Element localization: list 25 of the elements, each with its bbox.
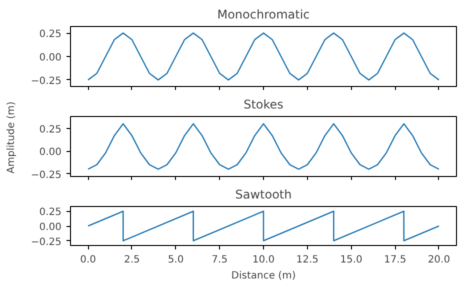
chart-title: Stokes — [244, 98, 284, 112]
x-tick-label: 7.5 — [212, 254, 228, 266]
y-tick-label: 0.25 — [39, 124, 62, 136]
y-tick-label: 0.25 — [39, 29, 62, 40]
y-tick-label: −0.25 — [30, 170, 62, 181]
x-tick-label: 5.0 — [168, 254, 184, 266]
x-tick-label: 15.0 — [340, 254, 362, 266]
y-tick-label: 0.00 — [39, 222, 62, 233]
line-series — [87, 32, 440, 81]
x-tick-label: 12.5 — [296, 254, 318, 266]
y-tick-label: 0.00 — [39, 147, 62, 158]
y-tick-label: 0.00 — [39, 52, 62, 64]
y-tick-label: 0.25 — [39, 207, 62, 218]
y-tick-label: −0.25 — [30, 236, 62, 248]
chart-title: Sawtooth — [235, 188, 292, 202]
line-series — [87, 123, 440, 170]
x-tick-label: 10.0 — [252, 254, 275, 266]
y-tick-label: −0.25 — [30, 76, 62, 87]
x-tick-label: 17.5 — [384, 254, 406, 266]
y-axis-title: Amplitude (m) — [6, 101, 17, 174]
x-tick-label: 0.0 — [80, 254, 96, 266]
x-tick-label: 20.0 — [428, 254, 450, 266]
chart-title: Monochromatic — [217, 8, 310, 22]
x-axis-title: Distance (m) — [231, 270, 296, 282]
x-tick-label: 2.5 — [124, 254, 140, 266]
